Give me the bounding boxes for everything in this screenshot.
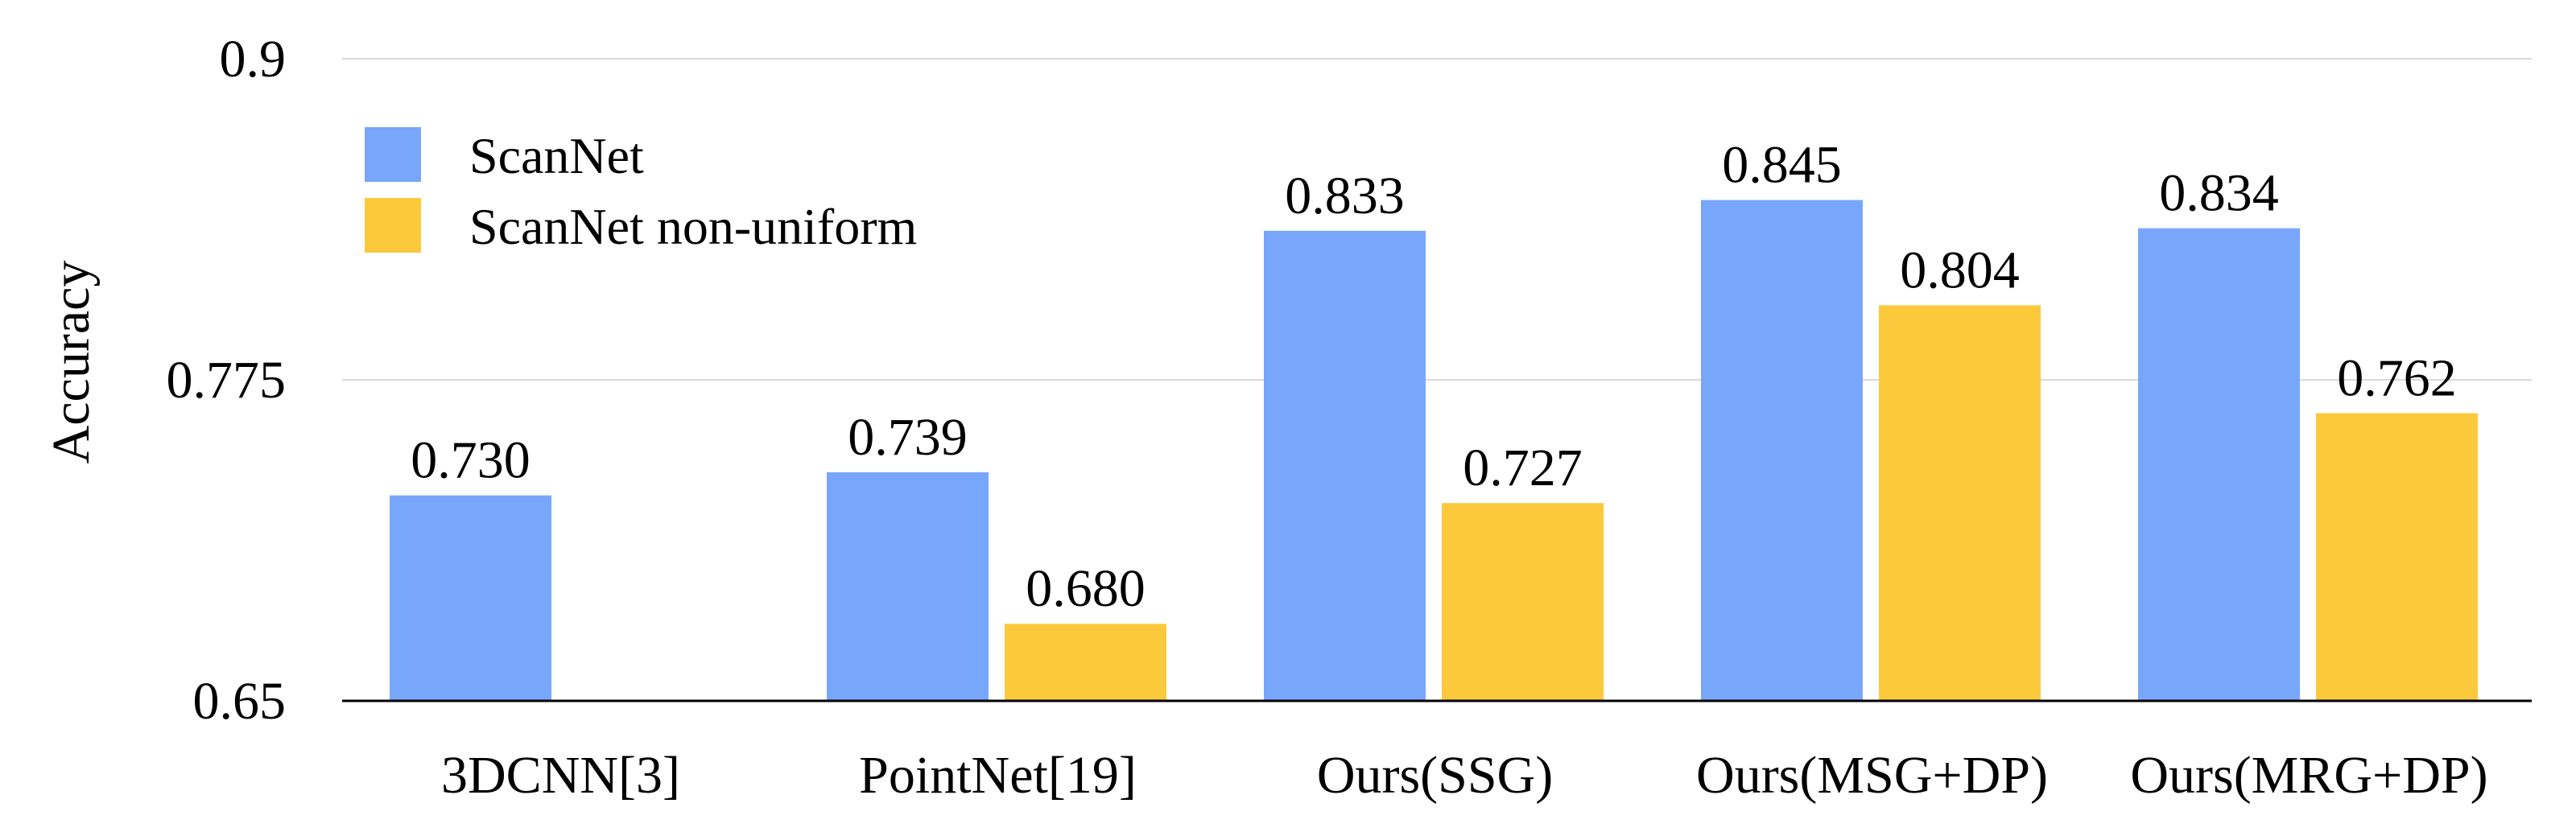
x-tick-label: Ours(SSG) [1317, 746, 1553, 805]
y-tick-label: 0.9 [220, 30, 287, 89]
data-label: 0.833 [1285, 167, 1405, 225]
bar-scannet-non-uniform [1442, 503, 1604, 701]
bar-scannet-non-uniform [1879, 305, 2041, 701]
legend: ScanNet ScanNet non-uniform [365, 127, 917, 255]
x-tick-label: Ours(MSG+DP) [1696, 746, 2048, 805]
bar-scannet-non-uniform [1005, 624, 1166, 701]
legend-label: ScanNet [469, 127, 644, 184]
legend-swatch [365, 127, 421, 182]
data-label: 0.804 [1900, 241, 2020, 299]
data-label: 0.762 [2337, 348, 2457, 407]
tick-labels: 0.65 0.775 0.9 3DCNN[3] PointNet[19] Ours(SSG… [167, 30, 2488, 805]
legend-label: ScanNet non-uniform [469, 198, 917, 255]
x-tick-label: 3DCNN[3] [441, 746, 680, 805]
data-label: 0.727 [1463, 439, 1583, 497]
data-label: 0.730 [411, 431, 530, 490]
y-tick-label: 0.775 [167, 351, 287, 410]
bars [390, 200, 2478, 701]
bar-scannet [2138, 228, 2300, 701]
bar-scannet-non-uniform [2316, 413, 2478, 701]
data-label: 0.680 [1026, 559, 1146, 618]
data-label: 0.834 [2159, 164, 2279, 223]
x-tick-label: PointNet[19] [859, 746, 1137, 805]
legend-swatch [365, 198, 421, 253]
data-label: 0.845 [1722, 136, 1842, 195]
bar-scannet [1701, 200, 1863, 701]
bar-scannet [827, 472, 989, 701]
bar-scannet [390, 495, 551, 701]
bar-scannet [1264, 230, 1426, 701]
x-tick-label: Ours(MRG+DP) [2130, 746, 2487, 805]
data-label: 0.739 [848, 408, 968, 467]
y-axis-label: Accuracy [42, 261, 101, 464]
y-tick-label: 0.65 [193, 672, 287, 731]
data-labels: 0.730 0.739 0.833 0.845 0.834 0.680 0.727 0.804… [411, 136, 2457, 619]
